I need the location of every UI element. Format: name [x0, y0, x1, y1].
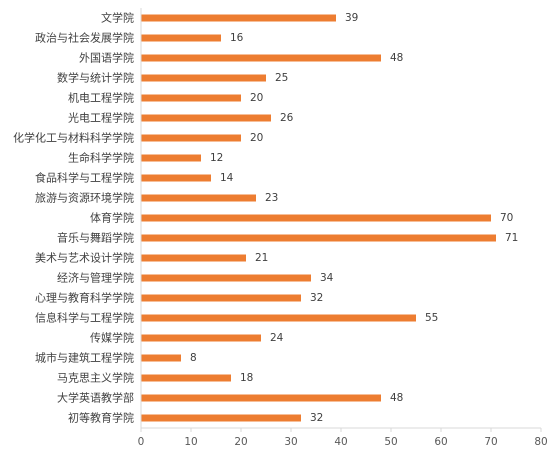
bar: [141, 34, 221, 42]
bar: [141, 374, 231, 382]
bar: [141, 254, 246, 262]
x-tick-label: 80: [534, 436, 547, 448]
data-label: 20: [250, 132, 263, 144]
category-label: 机电工程学院: [68, 91, 134, 105]
data-label: 32: [310, 412, 323, 424]
bar: [141, 14, 336, 22]
data-label: 16: [230, 32, 244, 44]
category-label: 美术与艺术设计学院: [35, 251, 134, 265]
data-label: 39: [345, 12, 358, 24]
data-label: 70: [500, 212, 513, 224]
category-label: 政治与社会发展学院: [35, 31, 134, 45]
value-labels-group: 39 16 48 25 20 26 20 12 14 23 70 71 21 34 32 55 24 8 18 48 3…: [190, 12, 518, 424]
data-label: 55: [425, 312, 438, 324]
data-label: 12: [210, 152, 223, 164]
bar: [141, 134, 241, 142]
data-label: 21: [255, 252, 268, 264]
x-tick-label: 30: [284, 436, 297, 448]
category-label: 城市与建筑工程学院: [35, 351, 134, 365]
category-label: 生命科学学院: [68, 151, 134, 165]
category-label: 初等教育学院: [68, 411, 134, 425]
category-label: 文学院: [101, 11, 134, 25]
category-label: 体育学院: [90, 211, 134, 225]
category-label: 传媒学院: [90, 331, 134, 345]
data-label: 34: [320, 272, 334, 284]
bar: [141, 214, 491, 222]
bar: [141, 294, 301, 302]
category-label: 大学英语教学部: [57, 391, 134, 405]
bar: [141, 194, 256, 202]
bar: [141, 74, 266, 82]
category-label: 音乐与舞蹈学院: [57, 231, 134, 245]
category-labels-group: 文学院政治与社会发展学院外国语学院数学与统计学院机电工程学院光电工程学院化学化工…: [13, 11, 134, 425]
x-axis: 0 10 20 30 40 50 60 70 80: [138, 427, 548, 448]
data-label: 23: [265, 192, 278, 204]
bar: [141, 114, 271, 122]
x-tick-label: 50: [384, 436, 397, 448]
bar: [141, 314, 416, 322]
data-label: 71: [505, 232, 518, 244]
category-label: 经济与管理学院: [57, 271, 134, 285]
data-label: 25: [275, 72, 288, 84]
category-label: 食品科学与工程学院: [35, 171, 134, 185]
data-label: 32: [310, 292, 323, 304]
x-tick-label: 60: [434, 436, 447, 448]
bar: [141, 234, 496, 242]
x-tick-label: 70: [484, 436, 497, 448]
category-label: 心理与教育科学学院: [35, 291, 134, 305]
data-label: 18: [240, 372, 253, 384]
category-label: 数学与统计学院: [57, 71, 134, 85]
bar: [141, 394, 381, 402]
bar: [141, 174, 211, 182]
category-label: 外国语学院: [79, 51, 134, 65]
bar: [141, 154, 201, 162]
category-label: 旅游与资源环境学院: [35, 191, 134, 205]
category-label: 化学化工与材料科学学院: [13, 131, 134, 145]
data-label: 26: [280, 112, 294, 124]
data-label: 48: [390, 52, 403, 64]
x-tick-label: 10: [184, 436, 197, 448]
category-label: 信息科学与工程学院: [35, 311, 134, 325]
x-tick-label: 0: [138, 436, 145, 448]
category-label: 马克思主义学院: [57, 371, 134, 385]
bar: [141, 54, 381, 62]
data-label: 20: [250, 92, 263, 104]
bar: [141, 354, 181, 362]
category-label: 光电工程学院: [68, 111, 134, 125]
data-label: 8: [190, 352, 197, 364]
bar: [141, 334, 261, 342]
bar: [141, 94, 241, 102]
data-label: 24: [270, 332, 284, 344]
bar: [141, 274, 311, 282]
data-label: 48: [390, 392, 403, 404]
x-tick-label: 20: [234, 436, 247, 448]
bars-group: [141, 14, 496, 422]
x-tick-label: 40: [334, 436, 347, 448]
data-label: 14: [220, 172, 234, 184]
bar: [141, 414, 301, 422]
